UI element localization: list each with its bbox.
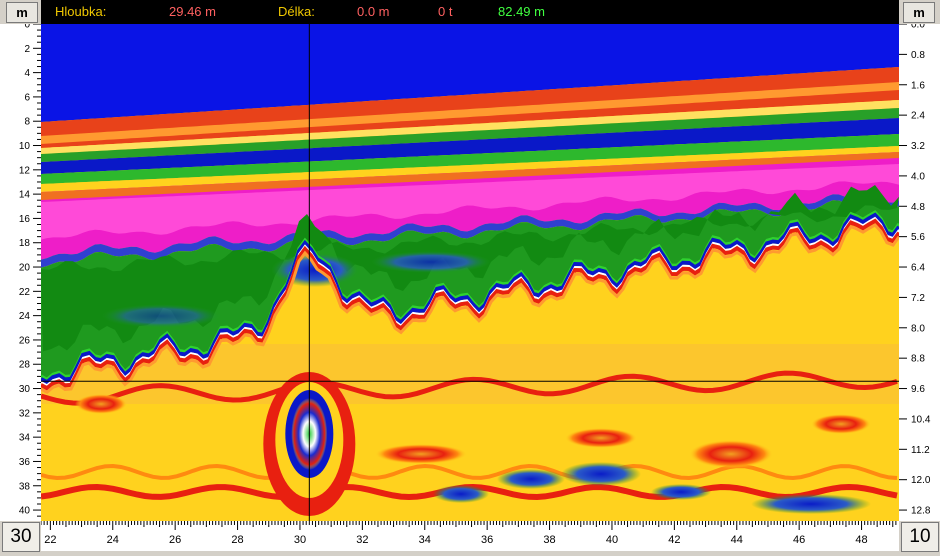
right-tick-label: 12.0	[911, 475, 931, 486]
deep-red-blob-3	[375, 444, 467, 464]
depth-ruler-left[interactable]: 0 2 4 6 8 10 12 14 16 18 20 22 24 26 28 30 32 34 36 38 40	[0, 24, 41, 521]
right-tick-label: 4.0	[911, 171, 925, 182]
magenta-bottom-edge	[41, 194, 899, 268]
deep-blue-blob-1	[561, 462, 641, 486]
right-tick-label: 1.6	[911, 80, 925, 91]
distance-tick-label: 36	[481, 534, 493, 546]
distance-tick-label: 48	[855, 534, 867, 546]
deep-red-blob-0	[565, 428, 637, 448]
right-tick-label: 0.8	[911, 50, 925, 61]
distance-tick-label: 44	[731, 534, 743, 546]
horizon-red-line	[41, 218, 899, 391]
right-tick-label: 4.8	[911, 202, 925, 213]
distance-tick-label: 22	[44, 534, 56, 546]
depth-tick-label: 20	[19, 263, 31, 274]
surface-yellow-edge	[41, 100, 899, 154]
deep-reflector-a	[41, 370, 898, 406]
distance-ruler-bottom[interactable]: 22 24 26 28 30 32 34 36 38 40 42 44 46 48	[40, 521, 899, 551]
depth-label: Hloubka:	[55, 4, 107, 19]
depth-tick-label: 24	[19, 311, 31, 322]
depth-tick-label: 18	[19, 238, 31, 249]
depth-ruler-right[interactable]: 0.0 0.8 1.6 2.4 3.2 4.0 4.8 5.6 6.4 7.2 8.0 8.8 9.6 1…	[899, 24, 940, 521]
blue-lens-mid	[371, 251, 491, 273]
depth-tick-label: 14	[19, 190, 31, 201]
radargram-canvas[interactable]	[41, 24, 899, 521]
distance-tick-label: 42	[668, 534, 680, 546]
right-corner-value: 10	[901, 522, 939, 552]
depth-tick-label: 16	[19, 214, 31, 225]
right-tick-label: 11.2	[911, 445, 930, 456]
depth-tick-label: 34	[19, 433, 31, 444]
right-tick-label: 8.0	[911, 323, 925, 334]
depth-tick-label: 38	[19, 481, 31, 492]
magenta-core	[41, 164, 899, 240]
horizon-orange-line	[41, 223, 899, 394]
distance-tick-label: 26	[169, 534, 181, 546]
distance-tick-label: 34	[419, 534, 431, 546]
lower-blue-band	[41, 118, 899, 174]
deep-blue-blob-4	[433, 485, 489, 503]
depth-tick-label: 10	[19, 141, 31, 152]
deep-red-blob-4	[75, 394, 127, 414]
depth-tick-label: 4	[24, 68, 30, 79]
right-tick-label: 3.2	[911, 141, 925, 152]
right-axis-unit: m	[903, 2, 935, 23]
depth-tick-label: 26	[19, 335, 31, 346]
horizon-blue-line	[41, 212, 899, 385]
right-tick-label: 12.8	[911, 506, 931, 517]
upper-green-band	[41, 108, 899, 162]
water-zone	[41, 24, 899, 122]
right-tick-label: 2.4	[911, 111, 925, 122]
depth-tick-label: 0	[24, 24, 30, 31]
depth-tick-label: 28	[19, 360, 31, 371]
depth-tick-label: 36	[19, 457, 31, 468]
right-tick-label: 5.6	[911, 232, 925, 243]
time-value: 0 t	[438, 4, 453, 19]
position-value: 82.49 m	[498, 4, 545, 19]
right-tick-label: 6.4	[911, 263, 925, 274]
depth-tick-label: 8	[24, 117, 30, 128]
surface-orange-core	[41, 82, 899, 144]
distance-tick-label: 46	[793, 534, 805, 546]
deep-blue-blob-2	[651, 484, 711, 500]
blue-lens-deep	[101, 304, 221, 328]
distance-tick-label: 32	[356, 534, 368, 546]
depth-tick-label: 6	[24, 92, 30, 103]
thin-yellow-band	[41, 146, 899, 192]
depth-tick-label: 40	[19, 506, 31, 517]
right-tick-label: 9.6	[911, 384, 925, 395]
deep-reflector-c	[41, 463, 898, 481]
depth-tick-label: 32	[19, 408, 31, 419]
depth-value: 29.46 m	[169, 4, 216, 19]
depth-tick-label: 12	[19, 165, 31, 176]
mid-green-band	[41, 134, 899, 184]
right-tick-label: 10.4	[911, 414, 931, 425]
length-label: Délka:	[278, 4, 315, 19]
distance-tick-label: 40	[606, 534, 618, 546]
length-value: 0.0 m	[357, 4, 390, 19]
left-axis-unit: m	[6, 2, 38, 23]
left-corner-value: 30	[2, 522, 40, 552]
distance-tick-label: 38	[543, 534, 555, 546]
depth-tick-label: 2	[24, 44, 30, 55]
green-zone	[41, 200, 899, 383]
distance-tick-label: 24	[107, 534, 119, 546]
depth-tick-label: 22	[19, 287, 31, 298]
deep-blue-blob-3	[751, 494, 871, 514]
deep-red-blob-2	[811, 414, 871, 434]
deep-blue-blob-0	[497, 469, 565, 489]
distance-tick-label: 30	[294, 534, 306, 546]
right-tick-label: 7.2	[911, 293, 925, 304]
depth-tick-label: 30	[19, 384, 31, 395]
right-tick-label: 8.8	[911, 354, 925, 365]
magenta-top-edge	[41, 152, 899, 200]
deep-red-blob-1	[689, 440, 773, 468]
distance-tick-label: 28	[231, 534, 243, 546]
right-tick-label: 0.0	[911, 24, 925, 31]
readout-bar: Hloubka: 29.46 m Délka: 0.0 m 0 t 82.49 …	[41, 0, 899, 24]
